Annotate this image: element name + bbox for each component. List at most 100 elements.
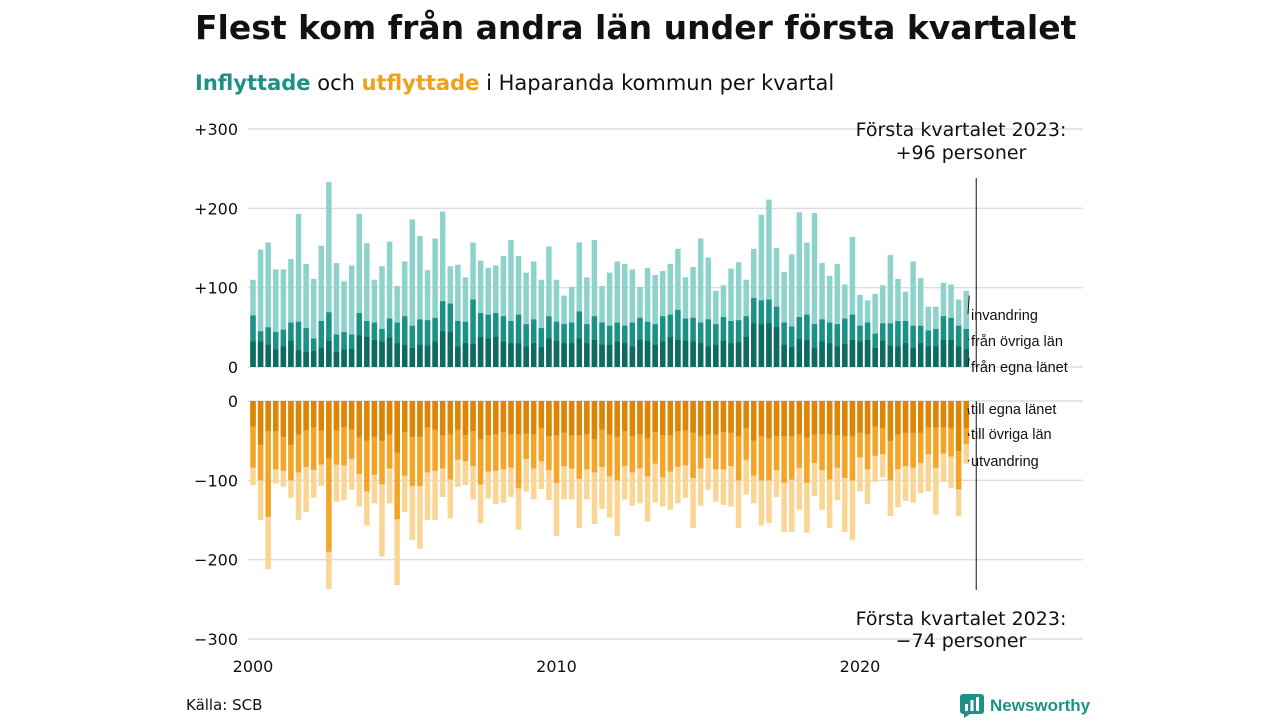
bar-ut-egna-lanet	[925, 401, 932, 428]
bar-in-egna-lanet	[773, 327, 780, 367]
bar-in-egna-lanet	[326, 340, 332, 367]
annotation-top-line2: +96 personer	[896, 142, 1027, 164]
y-tick-label-bottom: −200	[194, 551, 238, 570]
bar-in-egna-lanet	[310, 351, 317, 367]
bar-in-egna-lanet	[318, 347, 325, 367]
bar-ut-egna-lanet	[895, 401, 901, 435]
segment-leader	[967, 357, 970, 367]
subtitle-utflyttade: utflyttade	[361, 71, 480, 95]
bar-in-egna-lanet	[568, 343, 575, 367]
bar-in-invandring	[500, 255, 507, 367]
bar-ut-ovriga-lan	[341, 401, 347, 466]
y-tick-label-bottom: −100	[194, 471, 238, 490]
y-tick-label-top: +300	[194, 120, 238, 139]
bar-ut-egna-lanet	[599, 401, 605, 430]
bar-in-invandring	[333, 263, 340, 367]
bar-in-invandring	[834, 263, 840, 367]
bar-in-egna-lanet	[925, 346, 932, 367]
bar-in-egna-lanet	[356, 335, 362, 367]
bar-ut-ovriga-lan	[659, 401, 666, 478]
bar-ut-ovriga-lan	[394, 401, 400, 520]
bar-ut-egna-lanet	[804, 401, 810, 438]
bar-in-egna-lanet	[432, 341, 438, 367]
bar-in-egna-lanet	[728, 343, 734, 367]
bar-in-egna-lanet	[257, 341, 264, 367]
bar-ut-ovriga-lan	[925, 401, 932, 455]
bar-in-egna-lanet	[523, 346, 529, 367]
bar-in-egna-lanet	[644, 340, 651, 367]
chart-subtitle: Inflyttade och utflyttade i Haparanda ko…	[195, 71, 834, 95]
brand-logo[interactable]: Newsworthy	[960, 694, 1090, 718]
bar-in-egna-lanet	[303, 351, 309, 367]
bar-in-ovriga-lan	[250, 315, 256, 367]
bar-in-invandring	[690, 267, 696, 367]
bar-ut-ovriga-lan	[402, 401, 408, 476]
bar-in-invandring	[781, 271, 787, 367]
bar-in-egna-lanet	[659, 341, 666, 367]
bar-in-invandring	[439, 211, 446, 367]
segment-label-bottom: utvandring	[971, 454, 1039, 470]
bar-ut-egna-lanet	[250, 401, 256, 427]
bar-in-egna-lanet	[652, 344, 658, 367]
bar-ut-egna-lanet	[735, 401, 742, 436]
bar-in-invandring	[348, 265, 355, 367]
bar-ut-ovriga-lan	[910, 401, 916, 468]
bar-in-ovriga-lan	[842, 318, 848, 367]
bar-ut-egna-lanet	[880, 401, 886, 428]
bar-in-egna-lanet	[948, 340, 954, 367]
bar-in-egna-lanet	[515, 343, 522, 367]
bar-in-invandring	[417, 236, 423, 367]
bar-in-egna-lanet	[386, 337, 393, 367]
bar-ut-ovriga-lan	[310, 401, 317, 471]
bar-ut-egna-lanet	[917, 401, 924, 433]
bar-ut-ovriga-lan	[713, 401, 719, 470]
subtitle-inflyttade: Inflyttade	[195, 71, 311, 95]
bar-ut-ovriga-lan	[614, 401, 620, 481]
segment-label-top: från övriga län	[971, 334, 1063, 350]
bar-in-egna-lanet	[333, 351, 340, 367]
bar-ut-ovriga-lan	[622, 401, 628, 467]
bar-ut-egna-lanet	[553, 401, 560, 436]
bar-in-egna-lanet	[933, 346, 939, 367]
bar-ut-egna-lanet	[697, 401, 704, 436]
bar-in-ovriga-lan	[895, 320, 901, 367]
bar-ut-egna-lanet	[470, 401, 476, 432]
bar-in-ovriga-lan	[963, 328, 969, 367]
bar-ut-egna-lanet	[773, 401, 780, 436]
bar-ut-egna-lanet	[318, 401, 325, 431]
bar-in-egna-lanet	[273, 349, 279, 367]
bar-in-egna-lanet	[417, 344, 423, 367]
bar-ut-ovriga-lan	[379, 401, 385, 485]
bar-ut-ovriga-lan	[273, 401, 279, 470]
bar-ut-egna-lanet	[348, 401, 355, 430]
bar-in-egna-lanet	[409, 347, 416, 367]
bar-in-egna-lanet	[910, 347, 916, 367]
bar-in-egna-lanet	[743, 336, 749, 367]
bar-in-egna-lanet	[265, 344, 271, 367]
bar-in-invandring	[424, 270, 431, 367]
bar-in-invandring	[697, 238, 704, 367]
bar-in-egna-lanet	[667, 336, 674, 367]
source-note: Källa: SCB	[186, 696, 263, 714]
bar-ut-egna-lanet	[644, 401, 651, 439]
bar-ut-ovriga-lan	[553, 401, 560, 483]
subtitle-och: och	[310, 71, 362, 95]
bar-ut-ovriga-lan	[864, 401, 871, 470]
bar-ut-egna-lanet	[675, 401, 681, 432]
bar-in-ovriga-lan	[515, 314, 522, 367]
bar-in-invandring	[356, 213, 362, 367]
bar-ut-ovriga-lan	[318, 401, 325, 465]
bar-in-ovriga-lan	[523, 324, 529, 367]
bar-ut-ovriga-lan	[432, 401, 438, 471]
bar-ut-egna-lanet	[940, 401, 947, 428]
bar-ut-ovriga-lan	[250, 401, 256, 468]
bar-in-ovriga-lan	[887, 323, 894, 367]
bar-ut-egna-lanet	[614, 401, 620, 437]
segment-label-bottom: till övriga län	[971, 427, 1052, 443]
bar-in-invandring	[326, 182, 332, 367]
bar-ut-egna-lanet	[576, 401, 582, 436]
bar-in-egna-lanet	[788, 347, 795, 367]
bar-in-egna-lanet	[842, 343, 848, 367]
bar-in-egna-lanet	[538, 347, 545, 367]
bar-ut-egna-lanet	[834, 401, 840, 436]
